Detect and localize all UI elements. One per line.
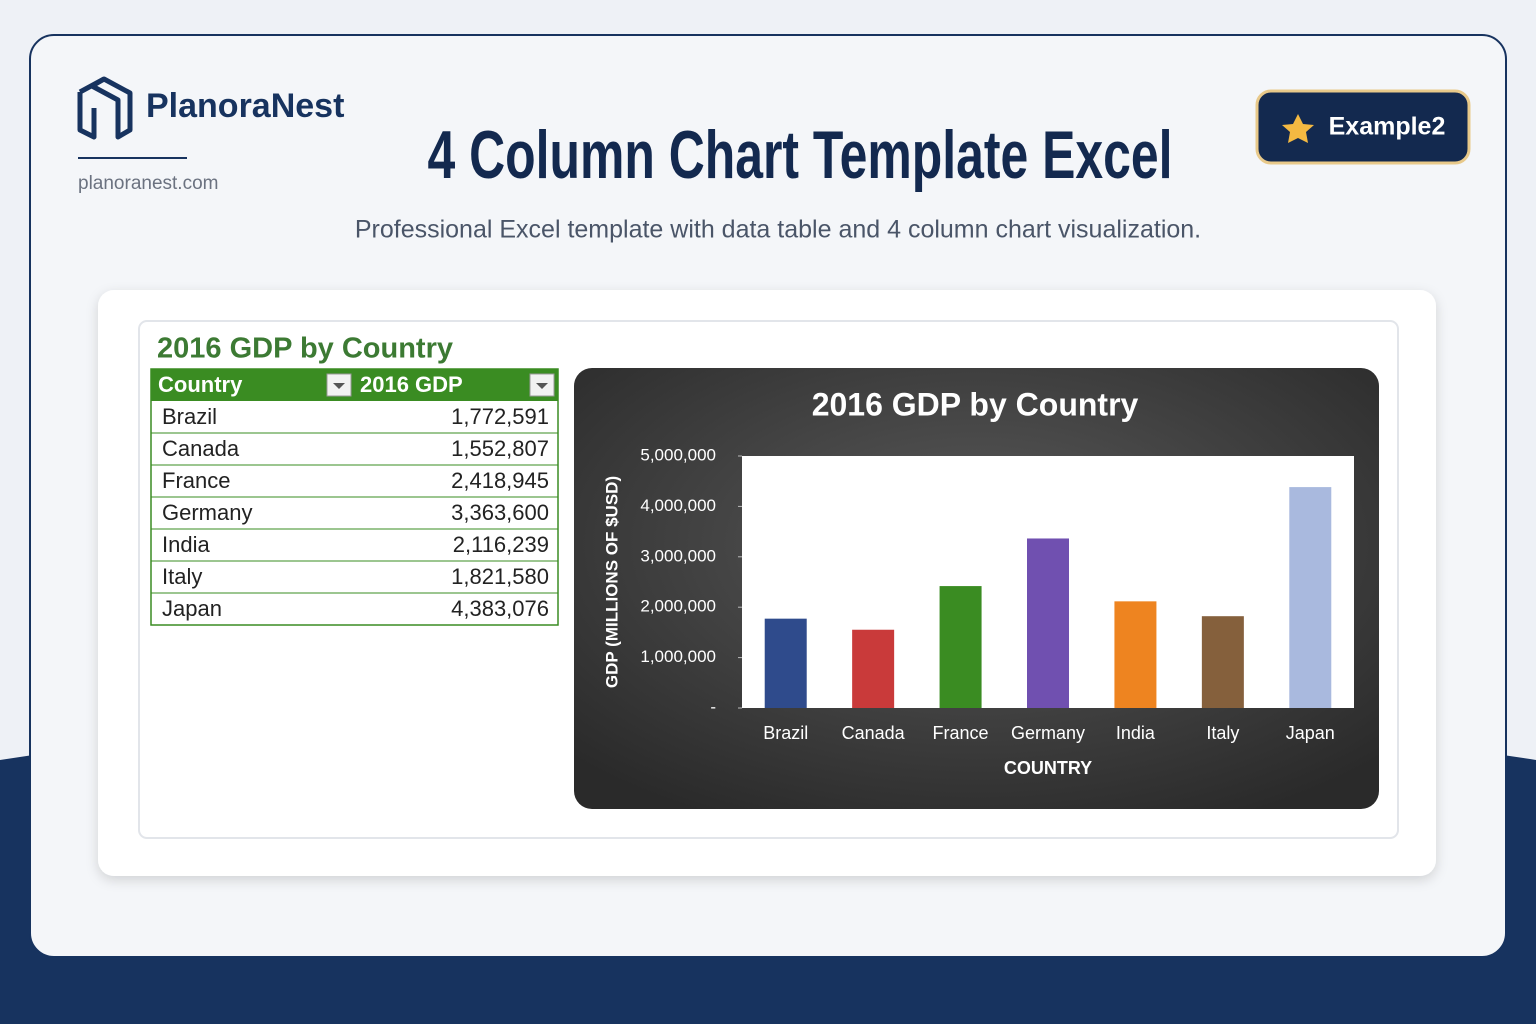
table-header: [151, 369, 558, 401]
y-tick-label: -: [710, 697, 716, 716]
table-cell: 2,116,239: [453, 532, 549, 557]
table-cell: France: [162, 468, 230, 493]
table-cell: 4,383,076: [451, 596, 549, 621]
x-tick-label: Japan: [1286, 723, 1335, 743]
y-tick-label: 3,000,000: [640, 546, 716, 565]
table-cell: 1,552,807: [451, 436, 549, 461]
table-cell: Canada: [162, 436, 240, 461]
x-tick-label: Italy: [1206, 723, 1239, 743]
filter-icon: [333, 383, 345, 389]
y-tick-label: 5,000,000: [640, 445, 716, 464]
table-cell: Brazil: [162, 404, 217, 429]
y-axis-label: GDP (MILLIONS OF $USD): [602, 476, 621, 688]
table-cell: 1,772,591: [451, 404, 549, 429]
y-tick-label: 1,000,000: [640, 647, 716, 666]
column-header: Country: [158, 372, 243, 397]
table-cell: Japan: [162, 596, 222, 621]
bar: [1114, 601, 1157, 708]
table-title: 2016 GDP by Country: [157, 333, 453, 365]
y-tick-label: 2,000,000: [640, 597, 716, 616]
x-tick-label: Germany: [1011, 723, 1085, 743]
bar: [939, 586, 982, 708]
bar: [1289, 487, 1332, 708]
table-cell: Italy: [162, 564, 202, 589]
brand-name: PlanoraNest: [146, 87, 344, 125]
x-tick-label: India: [1116, 723, 1156, 743]
x-tick-label: Brazil: [763, 723, 808, 743]
filter-icon: [536, 383, 548, 389]
bar: [764, 618, 807, 708]
badge[interactable]: [1255, 89, 1471, 165]
bar: [1027, 538, 1069, 708]
table-cell: 2,418,945: [451, 468, 549, 493]
page-subtitle: Professional Excel template with data ta…: [355, 216, 1201, 244]
chart-title: 2016 GDP by Country: [812, 386, 1139, 422]
logo: [77, 76, 133, 140]
x-tick-label: France: [933, 723, 989, 743]
table-cell: India: [162, 532, 210, 557]
page-title: 4 Column Chart Template Excel: [428, 117, 1173, 193]
badge-star: [1282, 114, 1314, 143]
data-table: 2016 GDP by Country Country 2016 GDP Bra…: [150, 333, 559, 626]
table-cell: 3,363,600: [451, 500, 549, 525]
badge-label[interactable]: Example2: [1329, 113, 1446, 141]
table-cell: Germany: [162, 500, 252, 525]
x-tick-label: Canada: [842, 723, 906, 743]
bar: [1201, 616, 1244, 708]
brand-site[interactable]: planoranest.com: [78, 173, 218, 194]
y-tick-label: 4,000,000: [640, 496, 716, 515]
table-cell: 1,821,580: [451, 564, 549, 589]
x-axis-label: COUNTRY: [1004, 758, 1092, 778]
column-header: 2016 GDP: [360, 372, 463, 397]
bar: [852, 629, 895, 708]
